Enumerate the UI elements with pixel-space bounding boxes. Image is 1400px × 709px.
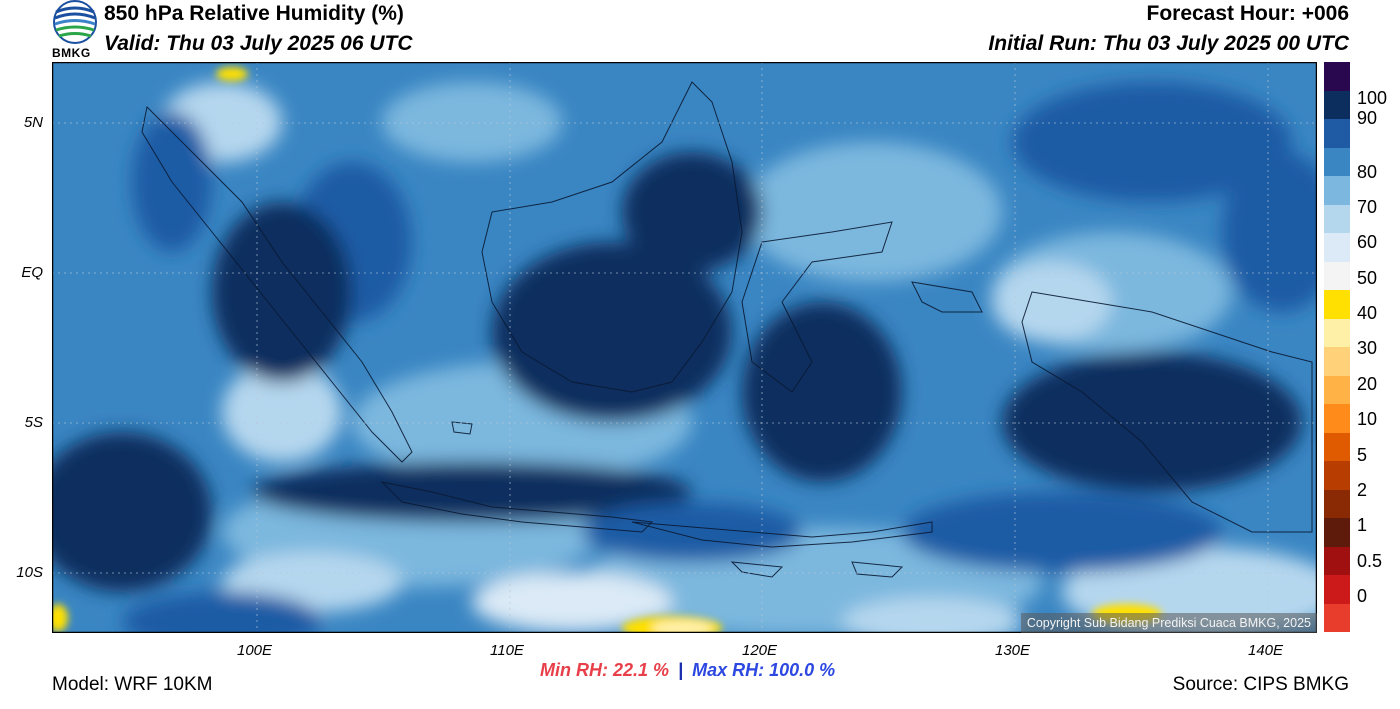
colorbar-segment <box>1324 604 1350 632</box>
colorbar-segment <box>1324 376 1350 404</box>
colorbar-label-80: 80 <box>1357 162 1378 182</box>
copyright-notice: Copyright Sub Bidang Prediksi Cuaca BMKG… <box>1020 613 1317 633</box>
initial-run: Initial Run: Thu 03 July 2025 00 UTC <box>988 32 1349 55</box>
bmkg-logo: BMKG <box>50 0 100 62</box>
forecast-hour: Forecast Hour: +006 <box>1146 2 1350 25</box>
colorbar-label-5: 5 <box>1357 445 1368 465</box>
chart-title: 850 hPa Relative Humidity (%) <box>104 2 404 25</box>
humidity-field-svg <box>32 61 1342 652</box>
colorbar-segment <box>1324 148 1350 176</box>
colorbar-segment <box>1324 205 1350 233</box>
colorbar-segment <box>1324 461 1350 490</box>
colorbar-segment <box>1324 233 1350 262</box>
lat-tick-10s: 10S <box>16 564 43 581</box>
colorbar-label-90: 90 <box>1357 108 1378 128</box>
source-label: Source: CIPS BMKG <box>1172 674 1349 695</box>
colorbar-segment <box>1324 62 1350 91</box>
colorbar-label-20: 20 <box>1357 374 1378 394</box>
colorbar-segment <box>1324 347 1350 376</box>
rh-stats: Min RH: 22.1 % | Max RH: 100.0 % <box>540 660 835 681</box>
colorbar-segment <box>1324 176 1350 205</box>
lon-tick-120e: 120E <box>742 642 778 659</box>
colorbar-segment <box>1324 319 1350 347</box>
colorbar-segment <box>1324 262 1350 290</box>
lon-tick-130e: 130E <box>995 642 1031 659</box>
colorbar-label-50: 50 <box>1357 268 1378 288</box>
colorbar-segment <box>1324 547 1350 575</box>
colorbar-segment <box>1324 290 1350 319</box>
lon-tick-110e: 110E <box>490 642 524 659</box>
colorbar-label-30: 30 <box>1357 338 1378 358</box>
colorbar-label-0: 0 <box>1357 586 1368 606</box>
colorbar-label-60: 60 <box>1357 232 1378 252</box>
humidity-map: Copyright Sub Bidang Prediksi Cuaca BMKG… <box>32 61 1342 652</box>
colorbar-segment <box>1324 433 1350 461</box>
colorbar-segment <box>1324 404 1350 433</box>
lon-tick-140e: 140E <box>1248 642 1284 659</box>
colorbar-label-100: 100 <box>1357 88 1388 108</box>
lon-tick-100e: 100E <box>237 642 273 659</box>
logo-text: BMKG <box>52 46 91 60</box>
bmkg-emblem-icon <box>53 0 97 44</box>
colorbar-label-0-5: 0.5 <box>1357 551 1383 571</box>
valid-time: Valid: Thu 03 July 2025 06 UTC <box>104 32 413 55</box>
colorbar-label-1: 1 <box>1357 515 1368 535</box>
lat-tick-eq: EQ <box>21 264 43 281</box>
colorbar-label-70: 70 <box>1357 197 1378 217</box>
colorbar-label-40: 40 <box>1357 303 1378 323</box>
colorbar-segment <box>1324 91 1350 119</box>
colorbar <box>1324 62 1350 632</box>
max-rh: Max RH: 100.0 % <box>692 660 836 680</box>
lat-tick-5s: 5S <box>24 414 43 431</box>
colorbar-segment <box>1324 490 1350 518</box>
colorbar-label-2: 2 <box>1357 480 1368 500</box>
stats-separator: | <box>678 660 684 680</box>
colorbar-segment <box>1324 575 1350 604</box>
colorbar-segment <box>1324 518 1350 547</box>
lat-tick-5n: 5N <box>23 114 43 131</box>
colorbar-segment <box>1324 119 1350 148</box>
min-rh: Min RH: 22.1 % <box>540 660 670 680</box>
colorbar-label-10: 10 <box>1357 409 1378 429</box>
model-label: Model: WRF 10KM <box>52 674 213 695</box>
